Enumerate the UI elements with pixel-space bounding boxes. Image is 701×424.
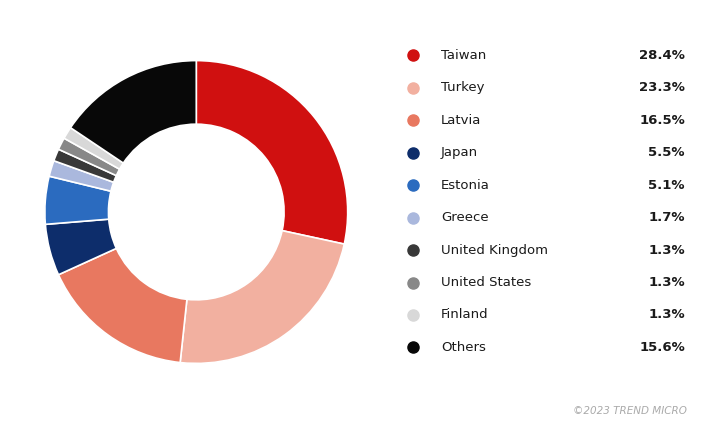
Text: Latvia: Latvia [441,114,482,127]
Text: 1.3%: 1.3% [648,309,685,321]
Text: Taiwan: Taiwan [441,49,486,62]
Wedge shape [45,176,111,224]
Wedge shape [49,161,114,191]
Wedge shape [64,128,123,169]
Wedge shape [71,61,196,163]
Text: 28.4%: 28.4% [639,49,685,62]
Text: Finland: Finland [441,309,489,321]
Text: 16.5%: 16.5% [639,114,685,127]
Text: Japan: Japan [441,146,478,159]
Text: United Kingdom: United Kingdom [441,243,548,257]
Text: Estonia: Estonia [441,179,490,192]
Text: ©2023 TREND MICRO: ©2023 TREND MICRO [573,405,687,416]
Text: 5.1%: 5.1% [648,179,685,192]
Text: Greece: Greece [441,211,489,224]
Wedge shape [196,61,348,244]
Wedge shape [58,138,120,176]
Text: 1.3%: 1.3% [648,276,685,289]
Text: 15.6%: 15.6% [639,341,685,354]
Text: 1.7%: 1.7% [648,211,685,224]
Text: 23.3%: 23.3% [639,81,685,94]
Text: 5.5%: 5.5% [648,146,685,159]
Wedge shape [54,149,116,182]
Text: Turkey: Turkey [441,81,484,94]
Wedge shape [58,248,187,363]
Text: 1.3%: 1.3% [648,243,685,257]
Text: Others: Others [441,341,486,354]
Wedge shape [180,231,344,363]
Text: United States: United States [441,276,531,289]
Wedge shape [46,219,116,275]
